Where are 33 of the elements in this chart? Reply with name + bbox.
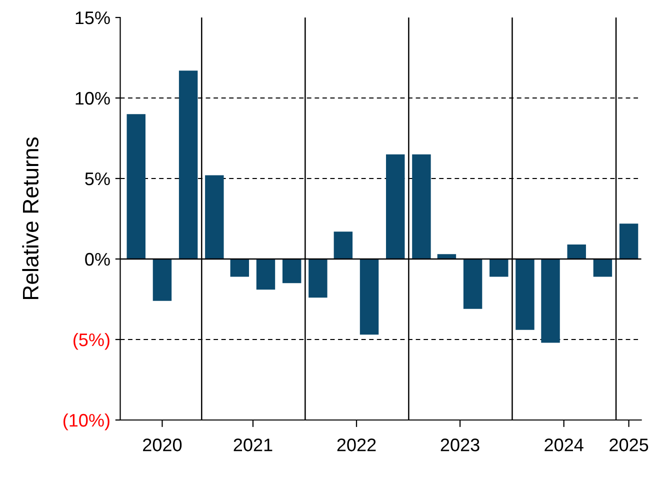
bar: [437, 254, 456, 259]
y-tick-label: 15%: [76, 12, 110, 24]
bar: [567, 244, 586, 259]
bar: [230, 259, 250, 277]
x-tick-label: 2023: [440, 438, 480, 452]
bar: [412, 154, 431, 259]
bar: [516, 259, 534, 330]
bar: [282, 259, 302, 284]
bar: [619, 224, 638, 259]
x-tick-label: 2020: [143, 438, 182, 452]
y-tick-label: (5%): [74, 332, 110, 350]
bar: [593, 259, 612, 277]
bar: [541, 259, 560, 343]
bar: [205, 175, 224, 259]
y-tick-label: 10%: [76, 92, 110, 105]
bar: [334, 232, 353, 259]
bar: [308, 259, 328, 298]
y-axis-title: Relative Returns: [22, 137, 39, 300]
y-tick-label: 5%: [85, 172, 110, 186]
x-tick-label: 2025: [610, 438, 648, 452]
y-tick-label: (10%): [63, 413, 110, 430]
bar: [360, 259, 379, 335]
x-tick-label: 2021: [234, 438, 272, 452]
bar: [490, 259, 508, 277]
bar: [463, 259, 482, 309]
bar: [126, 114, 146, 259]
bar: [152, 259, 172, 301]
bar: [178, 70, 198, 259]
y-tick-label: 0%: [85, 252, 110, 266]
x-tick-label: 2024: [544, 438, 584, 452]
bar: [256, 259, 276, 290]
x-tick-label: 2022: [337, 438, 376, 452]
bar: [386, 154, 405, 259]
